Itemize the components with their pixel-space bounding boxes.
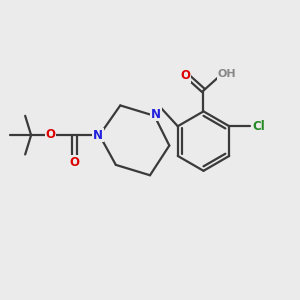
Text: N: N [151, 108, 161, 121]
Text: O: O [69, 156, 79, 169]
Text: N: N [93, 129, 103, 142]
Text: O: O [180, 69, 190, 82]
Text: O: O [45, 128, 56, 141]
Text: Cl: Cl [253, 120, 265, 133]
Text: OH: OH [218, 69, 236, 79]
